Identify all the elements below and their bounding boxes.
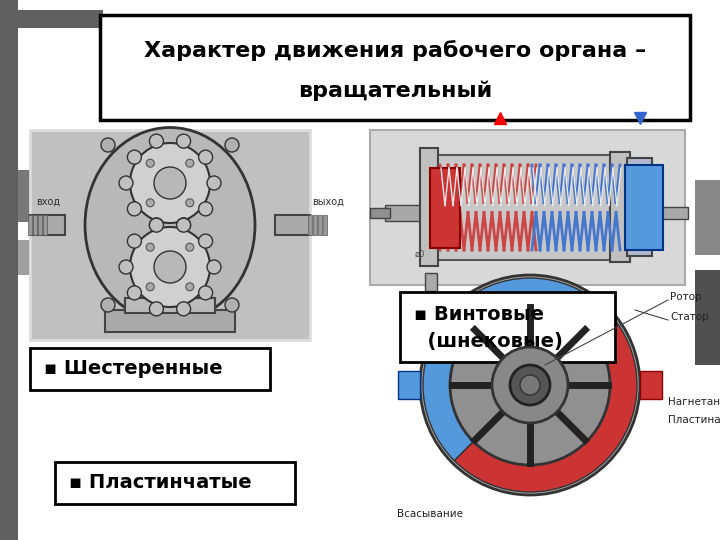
Bar bbox=[650, 206, 688, 219]
Text: ø0: ø0 bbox=[415, 250, 426, 259]
Bar bbox=[323, 215, 327, 235]
FancyBboxPatch shape bbox=[30, 348, 270, 390]
Circle shape bbox=[186, 243, 194, 251]
FancyBboxPatch shape bbox=[30, 130, 310, 340]
Bar bbox=[18, 170, 70, 222]
Circle shape bbox=[150, 134, 163, 148]
Text: ▪ Пластинчатые: ▪ Пластинчатые bbox=[69, 474, 251, 492]
Bar bbox=[18, 240, 70, 275]
Bar bbox=[318, 215, 322, 235]
Text: (шнековые): (шнековые) bbox=[414, 333, 563, 352]
Bar bbox=[0, 0, 18, 540]
Circle shape bbox=[186, 283, 194, 291]
Bar bbox=[308, 215, 312, 235]
Bar bbox=[125, 298, 215, 313]
Circle shape bbox=[176, 218, 191, 232]
Text: ▪ Винтовые: ▪ Винтовые bbox=[414, 305, 544, 323]
Circle shape bbox=[199, 286, 212, 300]
Wedge shape bbox=[423, 278, 606, 461]
Bar bbox=[370, 207, 390, 218]
Circle shape bbox=[225, 298, 239, 312]
Circle shape bbox=[520, 375, 540, 395]
Bar bbox=[625, 165, 663, 250]
Circle shape bbox=[150, 218, 163, 232]
Bar bbox=[18, 10, 103, 28]
Bar bbox=[695, 270, 720, 365]
Circle shape bbox=[176, 218, 191, 232]
Circle shape bbox=[150, 218, 163, 232]
Circle shape bbox=[176, 302, 191, 316]
Circle shape bbox=[130, 227, 210, 307]
Circle shape bbox=[146, 199, 154, 207]
Circle shape bbox=[127, 286, 141, 300]
Circle shape bbox=[119, 176, 133, 190]
FancyBboxPatch shape bbox=[400, 292, 615, 362]
Bar bbox=[33, 215, 37, 235]
Circle shape bbox=[127, 150, 141, 164]
Ellipse shape bbox=[85, 127, 255, 322]
Text: Пластина (шибер): Пластина (шибер) bbox=[668, 415, 720, 425]
Bar bbox=[398, 371, 420, 399]
Bar bbox=[38, 215, 42, 235]
Text: Ротор: Ротор bbox=[670, 292, 701, 302]
Text: выход: выход bbox=[312, 197, 344, 207]
Text: Характер движения рабочего органа –: Характер движения рабочего органа – bbox=[144, 40, 646, 62]
Text: Нагнетание: Нагнетание bbox=[668, 397, 720, 407]
FancyBboxPatch shape bbox=[100, 15, 690, 120]
Circle shape bbox=[199, 202, 212, 216]
FancyBboxPatch shape bbox=[55, 462, 295, 504]
Circle shape bbox=[199, 150, 212, 164]
Circle shape bbox=[207, 260, 221, 274]
Circle shape bbox=[199, 234, 212, 248]
Bar bbox=[610, 152, 630, 262]
Bar bbox=[313, 215, 317, 235]
Bar bbox=[695, 180, 720, 255]
Wedge shape bbox=[454, 309, 637, 492]
Bar bbox=[425, 273, 437, 291]
Circle shape bbox=[150, 302, 163, 316]
Circle shape bbox=[450, 305, 610, 465]
Bar bbox=[43, 215, 47, 235]
Circle shape bbox=[186, 159, 194, 167]
Bar bbox=[640, 371, 662, 399]
Circle shape bbox=[225, 138, 239, 152]
Text: Статор: Статор bbox=[670, 312, 708, 322]
Circle shape bbox=[510, 365, 550, 405]
Circle shape bbox=[130, 143, 210, 223]
Bar bbox=[275, 215, 310, 235]
Bar bbox=[28, 215, 32, 235]
Bar bbox=[385, 205, 433, 220]
Text: ▪ Шестеренные: ▪ Шестеренные bbox=[44, 360, 222, 379]
Circle shape bbox=[176, 134, 191, 148]
Circle shape bbox=[492, 347, 568, 423]
Bar bbox=[435, 155, 630, 260]
Circle shape bbox=[186, 199, 194, 207]
Bar bbox=[420, 148, 438, 266]
Bar bbox=[627, 158, 652, 256]
Text: Всасывание: Всасывание bbox=[397, 509, 463, 519]
Text: вход: вход bbox=[36, 197, 60, 207]
Text: вращательный: вращательный bbox=[298, 81, 492, 102]
Bar bbox=[430, 168, 460, 248]
Circle shape bbox=[146, 159, 154, 167]
Circle shape bbox=[420, 275, 640, 495]
Circle shape bbox=[154, 251, 186, 283]
Circle shape bbox=[207, 176, 221, 190]
Circle shape bbox=[101, 138, 115, 152]
Bar bbox=[105, 310, 235, 332]
Circle shape bbox=[154, 167, 186, 199]
Circle shape bbox=[127, 202, 141, 216]
FancyBboxPatch shape bbox=[370, 130, 685, 285]
Circle shape bbox=[119, 260, 133, 274]
Bar bbox=[30, 215, 65, 235]
Circle shape bbox=[101, 298, 115, 312]
Circle shape bbox=[146, 283, 154, 291]
Circle shape bbox=[146, 243, 154, 251]
Circle shape bbox=[127, 234, 141, 248]
